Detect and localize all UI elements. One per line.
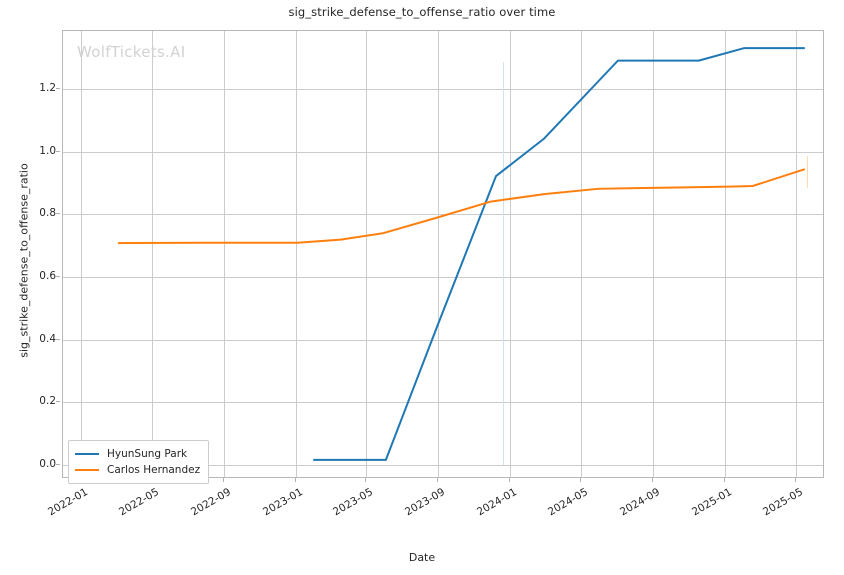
- plot-area: WolfTickets.AI: [62, 30, 824, 478]
- chart-legend: HyunSung Park Carlos Hernandez: [68, 440, 210, 484]
- legend-label: Carlos Hernandez: [107, 464, 201, 476]
- series-layer: [118, 47, 806, 461]
- gridline-vertical: [653, 31, 655, 477]
- legend-item[interactable]: Carlos Hernandez: [75, 462, 200, 478]
- y-axis-tick-mark: [56, 338, 60, 340]
- gridline-horizontal: [63, 402, 823, 404]
- legend-label: HyunSung Park: [107, 448, 188, 460]
- y-axis-tick-labels: 0.0 0.2 0.4 0.6 0.8 1.0 1.2: [8, 30, 56, 478]
- y-axis-tick-label: 0.8: [39, 207, 56, 220]
- grid-layer: [63, 31, 823, 477]
- series-line: [118, 168, 806, 245]
- chart-title: sig_strike_defense_to_offense_ratio over…: [288, 5, 556, 19]
- gridline-vertical: [795, 31, 797, 477]
- y-axis-tick-label: 0.4: [39, 332, 56, 345]
- x-axis-tick-mark: [365, 478, 367, 482]
- gridline-vertical: [81, 31, 83, 477]
- errorbar: [806, 155, 809, 188]
- y-axis-tick-mark: [56, 275, 60, 277]
- legend-color-swatch: [75, 468, 99, 472]
- gridline-vertical: [725, 31, 727, 477]
- x-axis-tick-mark: [294, 478, 296, 482]
- x-axis-label: Date: [408, 551, 436, 564]
- legend-item[interactable]: HyunSung Park: [75, 446, 200, 462]
- gridline-vertical: [295, 31, 297, 477]
- y-axis-tick-mark: [56, 87, 60, 89]
- y-axis-tick-mark: [56, 401, 60, 403]
- y-axis-tick-label: 0.0: [39, 457, 56, 470]
- y-axis-tick-label: 0.2: [39, 395, 56, 408]
- x-axis-tick-mark: [794, 478, 796, 482]
- x-axis-tick-mark: [509, 478, 511, 482]
- y-axis-tick-mark: [56, 150, 60, 152]
- y-axis-tick-label: 1.0: [39, 144, 56, 157]
- x-axis-tick-labels: 2022-01 2022-05 2022-09 2023-01 2023-05 2023-…: [0, 478, 844, 548]
- y-axis-tick-label: 1.2: [39, 81, 56, 94]
- gridline-vertical: [581, 31, 583, 477]
- errorbar: [503, 62, 505, 465]
- gridline-horizontal: [63, 214, 823, 216]
- gridline-vertical: [366, 31, 368, 477]
- y-axis-tick-mark: [56, 213, 60, 215]
- legend-color-swatch: [75, 452, 99, 456]
- gridline-horizontal: [63, 151, 823, 153]
- gridline-horizontal: [63, 339, 823, 341]
- gridline-horizontal: [63, 88, 823, 90]
- y-axis-tick-mark: [56, 463, 60, 465]
- gridline-vertical: [510, 31, 512, 477]
- gridline-vertical: [151, 31, 153, 477]
- series-line: [313, 47, 805, 461]
- watermark: WolfTickets.AI: [77, 43, 186, 61]
- gridline-horizontal: [63, 464, 823, 466]
- gridline-horizontal: [63, 276, 823, 278]
- y-axis-tick-label: 0.6: [39, 269, 56, 282]
- x-axis-tick-mark: [724, 478, 726, 482]
- x-axis-tick-mark: [222, 478, 224, 482]
- gridline-vertical: [223, 31, 225, 477]
- x-axis-tick-mark: [580, 478, 582, 482]
- x-axis-tick-mark: [437, 478, 439, 482]
- gridline-vertical: [438, 31, 440, 477]
- x-axis-tick-mark: [652, 478, 654, 482]
- errorbar-layer: [63, 31, 823, 477]
